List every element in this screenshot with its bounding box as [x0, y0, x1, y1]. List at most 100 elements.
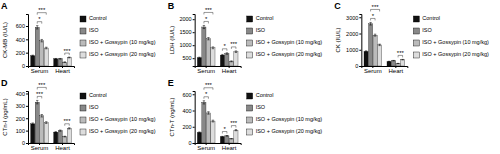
y-tick: 1000	[346, 47, 361, 53]
significance-label: ***	[205, 82, 213, 88]
significance-label: *	[205, 91, 208, 97]
bar	[67, 57, 71, 66]
y-tick-label: 400	[16, 37, 25, 43]
error-bar	[203, 101, 205, 104]
bar	[387, 61, 391, 66]
x-tick: Heart	[222, 143, 237, 151]
legend-label: ISO	[89, 104, 99, 110]
y-tick-mark	[193, 111, 195, 112]
bar	[225, 54, 229, 66]
y-axis-title: CTn-T (ng/mL)	[169, 97, 175, 136]
legend-label: ISO	[422, 27, 432, 33]
panel: A0200400600SerumHeartCK-MB (IU/L)*******…	[1, 1, 156, 74]
y-tick-mark	[26, 26, 28, 27]
y-axis: 0100200300400	[16, 91, 29, 147]
y-tick-mark	[359, 50, 361, 51]
significance-label: ***	[38, 7, 46, 13]
legend-item: ISO + Gossypin (20 mg/kg)	[80, 128, 156, 135]
y-tick: 200	[16, 50, 28, 56]
y-tick-label: 600	[182, 92, 191, 98]
error-bar	[198, 131, 200, 133]
bar	[229, 61, 233, 66]
legend-item: ISO + Gossypin (10 mg/kg)	[247, 116, 323, 123]
y-tick: 400	[182, 108, 194, 114]
significance-label: ***	[36, 91, 44, 97]
significance-label: ***	[397, 50, 405, 56]
legend-swatch	[247, 40, 253, 46]
y-tick-label: 2000	[346, 31, 358, 37]
error-bar	[392, 60, 394, 61]
bar	[396, 63, 400, 66]
legend-swatch	[413, 52, 419, 58]
error-bar	[68, 128, 70, 129]
bar	[31, 124, 35, 143]
significance-label: *	[223, 126, 226, 132]
y-tick: 500	[182, 55, 194, 61]
error-bar	[230, 60, 232, 62]
x-axis: SerumHeart	[195, 143, 241, 151]
x-tick: Heart	[388, 66, 403, 74]
y-tick-mark	[26, 53, 28, 54]
error-bar	[41, 39, 43, 41]
y-axis-title: LDH (IU/L)	[169, 26, 175, 55]
panel-label: E	[168, 78, 174, 88]
bars	[197, 25, 238, 66]
y-tick-mark	[193, 19, 195, 20]
y-tick-mark	[26, 106, 28, 107]
x-tick: Serum	[31, 143, 49, 151]
panel-label: B	[168, 1, 175, 11]
panel: D0100200300400SerumHeartCTn-I (pg/mL)***…	[1, 78, 156, 151]
y-tick-label: 1500	[179, 29, 191, 35]
bar	[67, 128, 71, 143]
legend-swatch	[80, 105, 86, 111]
bar	[40, 41, 44, 66]
significance-label: ***	[372, 4, 380, 10]
x-tick: Serum	[197, 66, 215, 74]
significance-label: ***	[38, 82, 46, 88]
legend-label: ISO + Gossypin (20 mg/kg)	[422, 51, 489, 57]
legend-swatch	[413, 28, 419, 34]
legend-swatch	[80, 93, 86, 99]
bar	[220, 137, 224, 143]
annotations: *******	[371, 4, 405, 57]
y-tick-label: 1000	[179, 42, 191, 48]
bar	[202, 27, 206, 66]
error-bar	[230, 138, 232, 139]
error-bar	[388, 61, 390, 62]
error-bar	[36, 100, 38, 103]
bar	[234, 52, 238, 66]
panel-label: D	[1, 78, 8, 88]
y-tick: 1500	[179, 29, 194, 35]
legend-item: Control	[247, 15, 274, 22]
plot-area: 0200400600SerumHeartCK-MB (IU/L)*******	[2, 7, 75, 74]
y-tick: 2000	[346, 31, 361, 37]
bar	[373, 35, 377, 66]
y-tick: 600	[16, 23, 28, 29]
x-tick-label: Serum	[31, 68, 49, 74]
legend: ControlISOISO + Gossypin (10 mg/kg)ISO +…	[413, 15, 489, 58]
y-tick-label: 400	[16, 91, 25, 97]
legend-label: ISO	[256, 27, 266, 33]
legend-swatch	[247, 117, 253, 123]
x-tick: Heart	[55, 66, 70, 74]
error-bar	[374, 34, 376, 36]
y-tick-label: 300	[16, 103, 25, 109]
bar	[35, 102, 39, 143]
legend-swatch	[247, 129, 253, 135]
y-tick-label: 0	[22, 140, 25, 146]
bar	[234, 130, 238, 143]
bar	[58, 131, 62, 143]
y-tick-label: 500	[182, 55, 191, 61]
legend-label: ISO + Gossypin (10 mg/kg)	[89, 39, 156, 45]
legend-swatch	[80, 40, 86, 46]
panel: B500100015002000SerumHeartLDH (IU/L)****…	[168, 1, 323, 74]
error-bar	[401, 59, 403, 61]
error-bar	[45, 122, 47, 124]
bar	[44, 123, 48, 143]
figure: A0200400600SerumHeartCK-MB (IU/L)*******…	[0, 0, 500, 154]
bar	[63, 62, 67, 66]
legend-swatch	[247, 28, 253, 34]
x-axis: SerumHeart	[195, 66, 241, 74]
y-tick-label: 0	[189, 140, 192, 146]
y-axis-line	[193, 15, 196, 67]
